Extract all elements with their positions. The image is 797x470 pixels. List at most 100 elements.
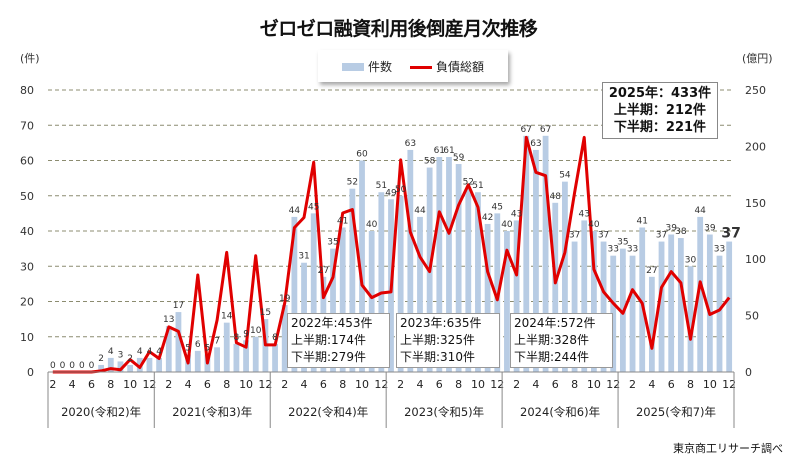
bar-value-label: 43 [579, 209, 590, 219]
month-tick-label: 6 [204, 378, 211, 391]
year-label: 2024(令和6)年 [520, 405, 600, 419]
bar [523, 135, 530, 372]
month-tick-label: 8 [107, 378, 114, 391]
bar-value-label: 51 [472, 181, 483, 191]
bar-value-label: 4 [137, 347, 143, 357]
annotation-total: 2023年:635件 [400, 316, 482, 330]
month-tick-label: 2 [513, 378, 520, 391]
bar [658, 241, 665, 372]
bar-value-label: 67 [540, 125, 551, 135]
month-tick-label: 6 [668, 378, 675, 391]
bar-value-label: 35 [617, 238, 628, 248]
bar [378, 192, 385, 372]
bar [475, 192, 481, 372]
bar-value-label: 41 [636, 216, 647, 226]
month-tick-label: 6 [436, 378, 443, 391]
left-tick-label: 80 [20, 84, 34, 97]
month-tick-label: 6 [88, 378, 95, 391]
left-tick-label: 20 [20, 296, 34, 309]
annotation-first-half: 上半期：212件 [613, 103, 707, 118]
bar-value-label: 13 [163, 315, 174, 325]
annotation-first-half: 上半期:174件 [291, 333, 366, 347]
bar-value-label: 54 [559, 171, 571, 181]
bar [146, 357, 153, 372]
left-tick-label: 70 [20, 119, 34, 132]
bar [465, 188, 472, 372]
bar-value-label: 4 [147, 347, 153, 357]
left-tick-label: 40 [20, 225, 34, 238]
bar-value-label: 37 [656, 231, 667, 241]
annotation-second-half: 下半期:279件 [291, 350, 366, 364]
bar-value-label: 0 [60, 361, 66, 371]
bar-value-label: 14 [221, 312, 233, 322]
month-tick-label: 8 [455, 378, 462, 391]
bar [591, 231, 597, 372]
bar-value-label: 3 [118, 350, 124, 360]
month-tick-label: 4 [185, 378, 192, 391]
bar-value-label: 45 [492, 202, 503, 212]
bar-value-label: 49 [385, 188, 397, 198]
bar-value-label: 4 [108, 347, 114, 357]
legend-item-debt: 負債総額 [410, 58, 484, 75]
month-tick-label: 12 [258, 378, 272, 391]
bar [542, 135, 549, 372]
bar-value-label: 37 [598, 231, 609, 241]
month-tick-label: 12 [142, 378, 156, 391]
bar [706, 234, 713, 372]
bar-value-label: 10 [250, 326, 262, 336]
bar [291, 216, 298, 372]
bar-value-label: 51 [376, 181, 387, 191]
month-tick-label: 10 [587, 378, 601, 391]
month-tick-label: 10 [355, 378, 369, 391]
bar-value-label: 27 [318, 266, 329, 276]
legend-bar-swatch [341, 63, 364, 71]
bar-value-label: 63 [530, 139, 541, 149]
bar-value-label: 2 [98, 354, 104, 364]
bar-value-label: 61 [434, 146, 445, 156]
bar-value-label: 44 [694, 206, 706, 216]
bar [310, 213, 317, 372]
bar-value-label: 58 [424, 157, 436, 167]
bar-value-label: 5 [205, 343, 211, 353]
bar-value-label: 40 [588, 220, 600, 230]
bar [98, 364, 105, 372]
bar [281, 305, 288, 372]
bar [252, 336, 259, 372]
chart-title: ゼロゼロ融資利用後倒産月次推移 [259, 18, 538, 40]
bar [571, 241, 578, 372]
bar-value-label: 19 [279, 294, 291, 304]
bar-value-label: 43 [511, 209, 522, 219]
right-tick-label: 150 [745, 197, 766, 210]
bar [716, 255, 723, 372]
bar [610, 255, 617, 372]
bar-value-label: 4 [156, 347, 162, 357]
bar [533, 149, 539, 372]
bar-value-label: 44 [289, 206, 301, 216]
bar-value-label: 15 [260, 308, 271, 318]
month-tick-label: 4 [301, 378, 308, 391]
annotation-first-half: 上半期:325件 [400, 333, 475, 347]
left-tick-label: 60 [20, 155, 34, 168]
bar [223, 322, 230, 372]
bar [436, 156, 443, 372]
month-tick-label: 10 [123, 378, 137, 391]
bar [339, 227, 346, 372]
bar-value-label: 2 [127, 354, 133, 364]
legend-label-debt: 負債総額 [436, 59, 485, 74]
bar [156, 357, 163, 372]
left-tick-label: 10 [20, 331, 34, 344]
left-tick-label: 30 [20, 260, 34, 273]
bar-value-label: 9 [243, 329, 249, 339]
bar-value-label: 63 [405, 139, 416, 149]
right-tick-label: 250 [745, 84, 766, 97]
bar-value-label: 0 [69, 361, 75, 371]
annotation-2023: 2023年:635件 上半期:325件 下半期:310件 [396, 313, 500, 368]
bar [407, 149, 414, 372]
legend: 件数 負債総額 [318, 50, 508, 82]
bar [368, 231, 375, 372]
bar-value-label: 33 [714, 245, 725, 255]
bar [194, 350, 201, 372]
month-tick-label: 8 [687, 378, 694, 391]
bar-value-label: 50 [395, 185, 407, 195]
annotation-second-half: 下半期：221件 [613, 120, 707, 135]
